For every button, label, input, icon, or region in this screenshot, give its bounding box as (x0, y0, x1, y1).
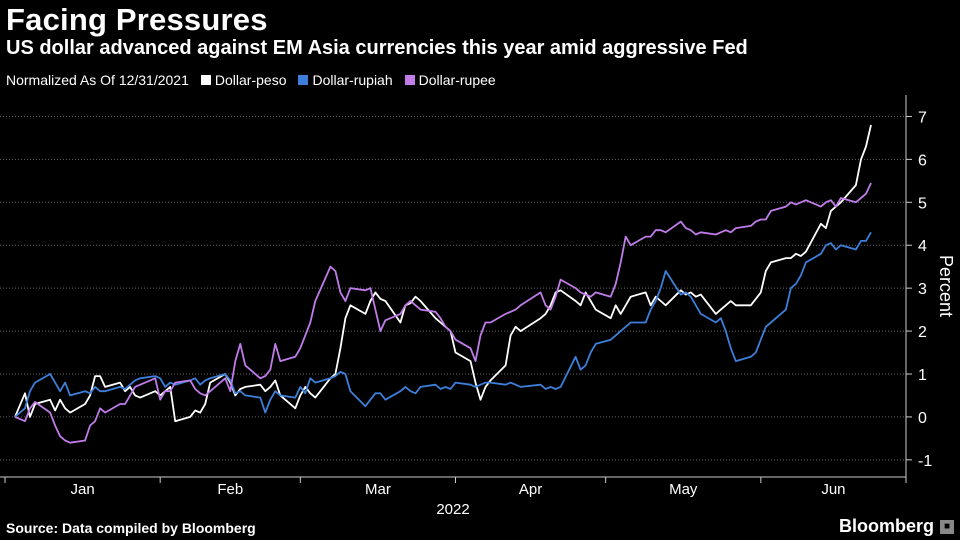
y-tick-label: 1 (918, 367, 927, 384)
y-tick-label: 0 (918, 410, 927, 427)
y-axis-label: Percent (936, 255, 956, 317)
y-tick-label: 3 (918, 281, 927, 298)
x-axis-year-label: 2022 (436, 501, 469, 518)
legend-label-peso: Dollar-peso (214, 72, 287, 88)
legend-label-rupee: Dollar-rupee (418, 72, 496, 88)
chart-subtitle: US dollar advanced against EM Asia curre… (6, 37, 748, 59)
brand-box-icon: ■ (940, 519, 954, 534)
bloomberg-logo: Bloomberg ■ (839, 516, 954, 537)
y-tick-label: 2 (918, 324, 927, 341)
legend-label-rupiah: Dollar-rupiah (312, 72, 393, 88)
x-tick-label: Mar (365, 481, 391, 498)
x-tick-label: Jun (821, 481, 845, 498)
source-note: Source: Data compiled by Bloomberg (6, 520, 256, 536)
y-tick-label: 7 (918, 109, 927, 126)
legend-swatch-rupiah (298, 75, 309, 85)
legend-swatch-rupee (404, 75, 415, 85)
series-line-dollar-peso (14, 124, 872, 423)
y-tick-label: 5 (918, 195, 927, 212)
y-tick-label: -1 (918, 453, 932, 470)
legend-note: Normalized As Of 12/31/2021 (6, 72, 189, 88)
legend-item-rupiah: Dollar-rupiah (298, 72, 393, 88)
legend: Normalized As Of 12/31/2021 Dollar-peso … (6, 72, 508, 88)
x-tick-label: Feb (217, 481, 243, 498)
series-line-dollar-rupee (14, 182, 872, 444)
legend-swatch-peso (200, 75, 211, 85)
legend-item-peso: Dollar-peso (200, 72, 287, 88)
x-tick-label: Jan (70, 481, 94, 498)
y-tick-label: 6 (918, 152, 927, 169)
legend-item-rupee: Dollar-rupee (404, 72, 496, 88)
x-tick-label: Apr (519, 481, 542, 498)
chart-title: Facing Pressures (6, 2, 268, 37)
y-tick-label: 4 (918, 238, 927, 255)
brand-text: Bloomberg (838, 516, 934, 536)
series-line-dollar-rupiah (14, 231, 872, 418)
x-tick-label: May (669, 481, 698, 498)
